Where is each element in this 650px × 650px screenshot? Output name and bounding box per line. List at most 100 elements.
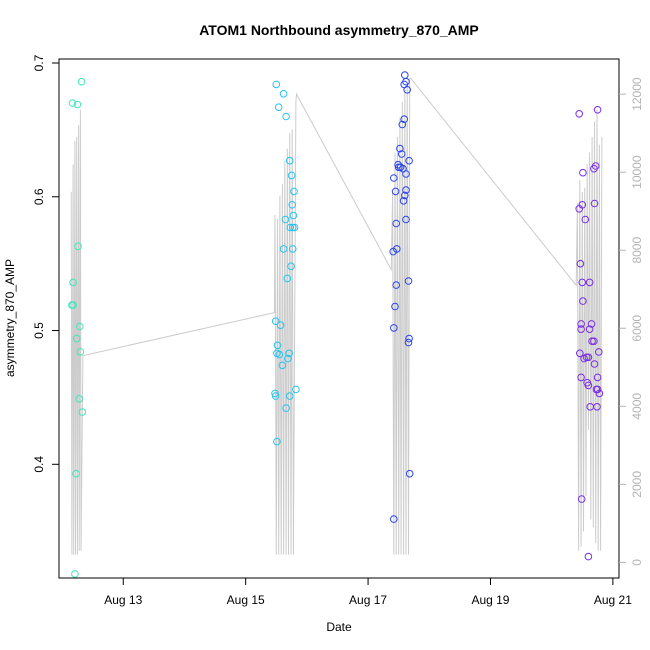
scatter-point (290, 187, 298, 196)
scatter-point (287, 262, 295, 271)
scatter-point (72, 469, 80, 478)
series-line (70, 78, 603, 555)
scatter-point (595, 348, 603, 356)
y2-tick-label: 0 (630, 559, 644, 566)
scatter-point (285, 349, 293, 358)
scatter-point (577, 320, 585, 328)
scatter-point (593, 385, 602, 394)
scatter-point (78, 408, 87, 416)
series-line-layer (70, 78, 603, 555)
scatter-point (402, 186, 410, 194)
scatter-point (392, 219, 401, 228)
scatter-point (398, 120, 407, 129)
scatter-point (292, 385, 300, 394)
scatter-point (289, 245, 297, 253)
scatter-point (389, 247, 398, 256)
scatter-point (75, 395, 83, 403)
scatter-point (587, 320, 596, 328)
scatter-point (273, 437, 281, 446)
scatter-point (278, 361, 287, 370)
scatter-point (390, 515, 398, 523)
scatter-point (584, 353, 593, 362)
scatter-point (593, 403, 601, 411)
scatter-point (402, 170, 410, 178)
scatter-point (284, 354, 292, 363)
scatter-point (403, 86, 412, 94)
y-axis-label: asymmetry_870_AMP (3, 259, 17, 377)
y-tick-label: 0.4 (32, 456, 46, 473)
y2-tick-label: 12000 (630, 77, 644, 111)
x-axis-label: Date (326, 620, 352, 634)
scatter-point (579, 297, 587, 305)
scatter-point (579, 168, 587, 177)
y2-tick-label: 4000 (630, 393, 644, 420)
scatter-point (77, 77, 86, 86)
y-axis-left: 0.4 0.5 0.6 0.7 (32, 54, 59, 473)
scatter-point (404, 277, 413, 285)
plot-frame (58, 58, 620, 579)
scatter-point (581, 215, 590, 224)
scatter-point (405, 334, 413, 343)
scatter-point (391, 187, 400, 196)
scatter-point (577, 373, 585, 382)
scatter-point (593, 106, 602, 114)
y-tick-label: 0.6 (32, 188, 46, 205)
scatter-point (279, 245, 288, 253)
scatter-point (282, 112, 290, 121)
scatter-point (401, 71, 409, 79)
scatter-point (76, 322, 84, 331)
scatter-point (595, 389, 604, 398)
scatter-point (285, 392, 294, 400)
scatter-point (575, 110, 584, 118)
scatter-point (593, 373, 602, 382)
x-axis: Aug 13 Aug 15 Aug 17 Aug 19 Aug 21 (104, 578, 632, 607)
x-tick-label: Aug 17 (349, 593, 387, 607)
scatter-point (74, 242, 82, 251)
scatter-point (279, 90, 288, 98)
scatter-points-layer (68, 71, 604, 578)
scatter-point (287, 171, 296, 180)
scatter-point (68, 99, 77, 107)
scatter-point (400, 115, 409, 123)
scatter-point (282, 404, 290, 412)
y2-tick-label: 10000 (630, 155, 644, 189)
scatter-point (275, 350, 284, 359)
y-axis-right: 0 2000 4000 6000 8000 10000 12000 (619, 77, 644, 566)
scatter-point (271, 317, 280, 326)
x-tick-label: Aug 15 (227, 593, 265, 607)
scatter-point (590, 360, 599, 368)
scatter-point (288, 201, 297, 209)
scatter-point (69, 278, 77, 287)
scatter-point (405, 156, 413, 165)
scatter-point (576, 259, 585, 268)
scatter-point (577, 495, 586, 503)
scatter-point (289, 211, 298, 220)
scatter-point (405, 469, 414, 478)
scatter-point (575, 205, 584, 213)
y2-tick-label: 6000 (630, 315, 644, 342)
scatter-point (585, 325, 594, 334)
scatter-point (399, 197, 408, 205)
scatter-point (584, 552, 593, 561)
scatter-point (73, 100, 82, 109)
scatter-point (285, 156, 294, 165)
scatter-point (76, 348, 85, 356)
scatter-point (392, 281, 401, 289)
x-tick-label: Aug 13 (104, 593, 142, 607)
chart-title: ATOM1 Northbound asymmetry_870_AMP (199, 22, 479, 38)
scatter-point (271, 392, 280, 400)
y2-tick-label: 2000 (630, 471, 644, 498)
scatter-point (577, 325, 585, 334)
scatter-point (71, 570, 79, 578)
scatter-point (276, 321, 285, 330)
scatter-point (396, 144, 404, 153)
scatter-point (286, 223, 295, 232)
scatter-point (281, 215, 290, 224)
scatter-point (283, 274, 292, 283)
scatter-point (72, 334, 81, 343)
scatter-point (576, 349, 584, 358)
scatter-point (273, 341, 282, 350)
y-tick-label: 0.7 (32, 54, 46, 71)
scatter-point (274, 103, 283, 111)
